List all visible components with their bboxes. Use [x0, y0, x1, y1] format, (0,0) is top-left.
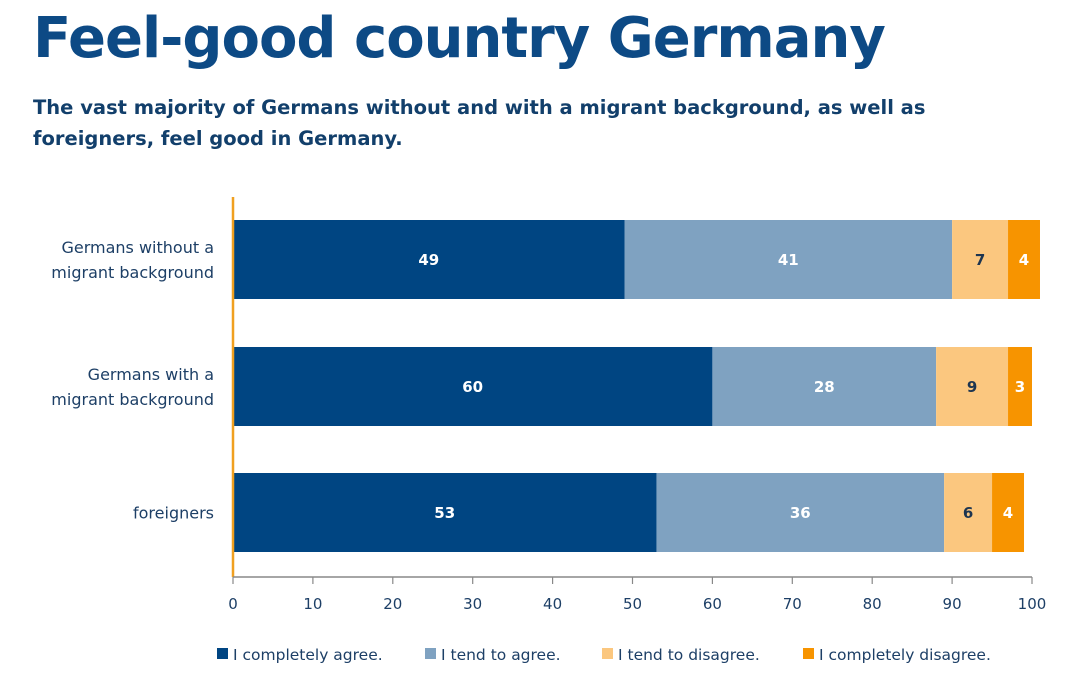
category-label: migrant background: [51, 263, 214, 282]
data-label: 49: [418, 251, 439, 269]
x-tick-label: 20: [383, 595, 402, 613]
legend-swatch: [602, 648, 613, 659]
bar-segment: [1008, 220, 1040, 299]
x-tick-label: 0: [228, 595, 238, 613]
bar-segment: [233, 220, 625, 299]
x-tick-label: 30: [463, 595, 482, 613]
legend-label: I completely disagree.: [819, 646, 991, 664]
x-tick-label: 80: [863, 595, 882, 613]
legend-label: I tend to agree.: [441, 646, 561, 664]
data-label: 9: [967, 378, 977, 396]
chart-title: Feel-good country Germany: [33, 6, 886, 71]
x-tick-label: 10: [303, 595, 322, 613]
data-label: 4: [1019, 251, 1029, 269]
x-tick-label: 100: [1018, 595, 1047, 613]
category-label: foreigners: [133, 504, 214, 523]
bar-segment: [992, 473, 1025, 552]
bar-segment: [624, 220, 953, 299]
bar-segment: [944, 473, 993, 552]
data-label: 41: [778, 251, 799, 269]
bar-segment: [1008, 347, 1032, 426]
bar-segment: [233, 347, 713, 426]
x-tick-label: 60: [703, 595, 722, 613]
data-label: 36: [790, 504, 811, 522]
x-tick-label: 70: [783, 595, 802, 613]
data-label: 6: [963, 504, 973, 522]
legend-swatch: [217, 648, 228, 659]
data-label: 7: [975, 251, 985, 269]
bar-segment: [936, 347, 1009, 426]
x-tick-label: 40: [543, 595, 562, 613]
bar-segment: [952, 220, 1009, 299]
data-label: 53: [434, 504, 455, 522]
data-label: 28: [814, 378, 835, 396]
data-label: 60: [462, 378, 483, 396]
data-label: 4: [1003, 504, 1013, 522]
category-label: Germans with a: [88, 365, 214, 384]
bar-segment: [233, 473, 657, 552]
chart-subtitle: The vast majority of Germans without and…: [33, 96, 926, 150]
legend-swatch: [803, 648, 814, 659]
data-label: 3: [1015, 378, 1025, 396]
bar-segment: [712, 347, 937, 426]
legend-label: I tend to disagree.: [618, 646, 760, 664]
x-tick-label: 90: [943, 595, 962, 613]
legend-swatch: [425, 648, 436, 659]
x-tick-label: 50: [623, 595, 642, 613]
bar-segment: [656, 473, 945, 552]
category-label: migrant background: [51, 390, 214, 409]
category-label: Germans without a: [61, 238, 214, 257]
legend-label: I completely agree.: [233, 646, 383, 664]
